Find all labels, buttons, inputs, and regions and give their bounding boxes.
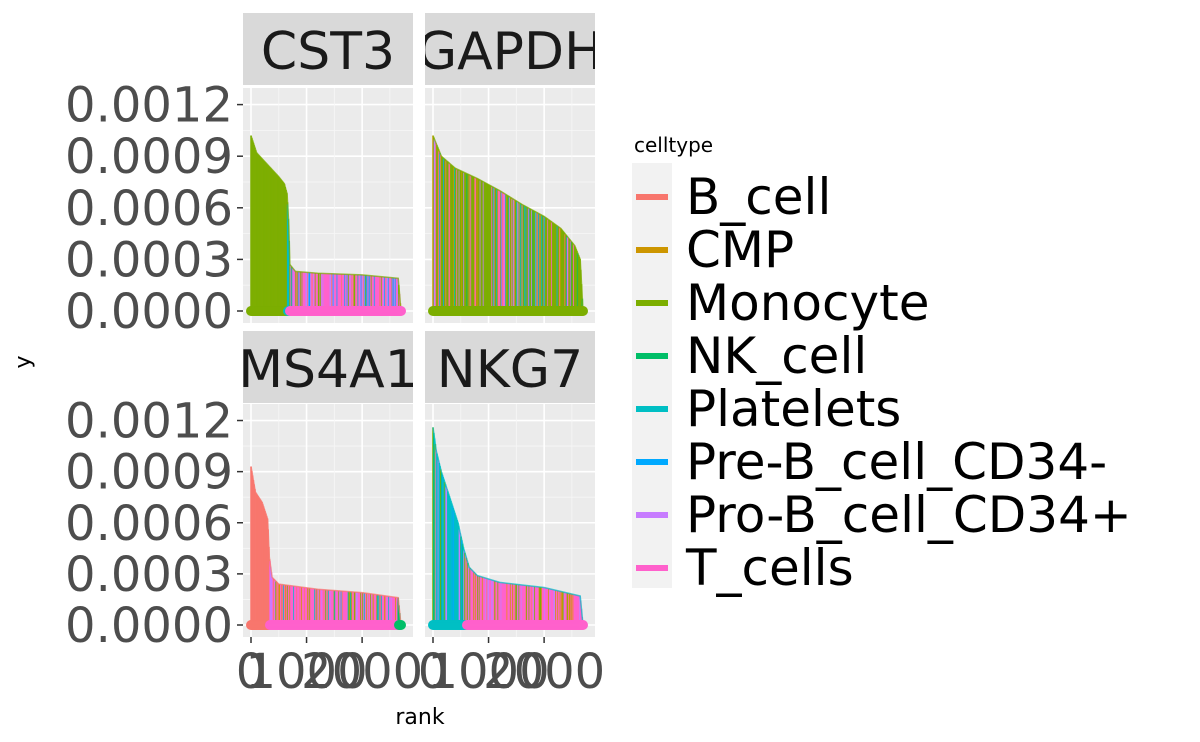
y-tick-label: 0.0006 xyxy=(65,181,233,237)
legend-title: celltype xyxy=(634,133,713,157)
legend-key-Pre-B_cell_CD34- xyxy=(636,459,668,465)
baseline-point xyxy=(396,620,406,630)
panels-layer: CST30.00000.00030.00060.00090.0012GAPDHM… xyxy=(65,13,605,700)
panel-gapdh: GAPDH xyxy=(417,13,603,323)
y-tick-label: 0.0006 xyxy=(65,496,233,552)
curve-outline xyxy=(250,135,402,312)
data-lines xyxy=(432,427,584,626)
legend-entry-label: Monocyte xyxy=(686,274,929,332)
strip-label: NKG7 xyxy=(437,340,583,400)
data-lines xyxy=(432,135,584,312)
legend-entry-label: NK_cell xyxy=(686,327,867,385)
strip-background xyxy=(243,13,413,85)
y-tick-label: 0.0012 xyxy=(65,394,233,450)
data-lines xyxy=(250,135,402,312)
legend-key-Monocyte xyxy=(636,300,668,306)
y-tick-label: 0.0000 xyxy=(65,598,233,654)
legend-key-T_cells xyxy=(636,565,668,571)
y-tick-label: 0.0003 xyxy=(65,232,233,288)
legend-entry-label: T_cells xyxy=(685,539,854,597)
legend-key-Pro-B_cell_CD34+ xyxy=(636,512,668,518)
y-tick-label: 0.0003 xyxy=(65,547,233,603)
strip-label: CST3 xyxy=(261,22,395,82)
x-tick-label: 1000 xyxy=(245,644,367,700)
strip-label: GAPDH xyxy=(417,22,603,82)
legend-key-B_cell xyxy=(636,194,668,200)
x-tick-label: 2000 xyxy=(483,644,605,700)
x-tick-label: 2000 xyxy=(301,644,423,700)
data-lines xyxy=(250,466,402,626)
x-axis-title: rank xyxy=(395,705,444,730)
legend-key-NK_cell xyxy=(636,353,668,359)
panel-ms4a1: MS4A10.00000.00030.00060.00090.001201000… xyxy=(65,331,423,700)
legend-entry-label: Pre-B_cell_CD34- xyxy=(686,433,1107,491)
legend: celltype B_cellCMPMonocyteNK_cellPlatele… xyxy=(632,133,1132,597)
baseline-point xyxy=(578,306,588,316)
baseline-point xyxy=(578,620,588,630)
y-axis-title: y xyxy=(11,355,36,368)
y-tick-label: 0.0000 xyxy=(65,284,233,340)
baseline-point xyxy=(396,306,406,316)
strip-background xyxy=(425,331,595,403)
baseline-points xyxy=(428,306,588,316)
x-tick-label: 1000 xyxy=(427,644,549,700)
curve-outline xyxy=(432,135,584,312)
legend-key-background xyxy=(632,163,672,588)
strip-background xyxy=(425,13,595,85)
baseline-points xyxy=(246,306,406,316)
baseline-points xyxy=(428,620,588,630)
x-tick-label: 0 xyxy=(418,644,449,700)
x-tick-label: 0 xyxy=(236,644,267,700)
strip-label: MS4A1 xyxy=(238,340,418,400)
legend-entry-label: Platelets xyxy=(686,380,901,438)
y-tick-label: 0.0009 xyxy=(65,445,233,501)
legend-entry-label: Pro-B_cell_CD34+ xyxy=(686,486,1132,544)
strip-background xyxy=(243,331,413,403)
curve-outline xyxy=(250,466,402,626)
curve-outline xyxy=(432,427,584,626)
y-tick-label: 0.0012 xyxy=(65,78,233,134)
legend-key-CMP xyxy=(636,247,668,253)
y-tick-label: 0.0009 xyxy=(65,129,233,185)
baseline-points xyxy=(246,620,406,630)
legend-key-Platelets xyxy=(636,406,668,412)
legend-entry-label: CMP xyxy=(686,221,794,279)
legend-entry-label: B_cell xyxy=(686,168,831,226)
